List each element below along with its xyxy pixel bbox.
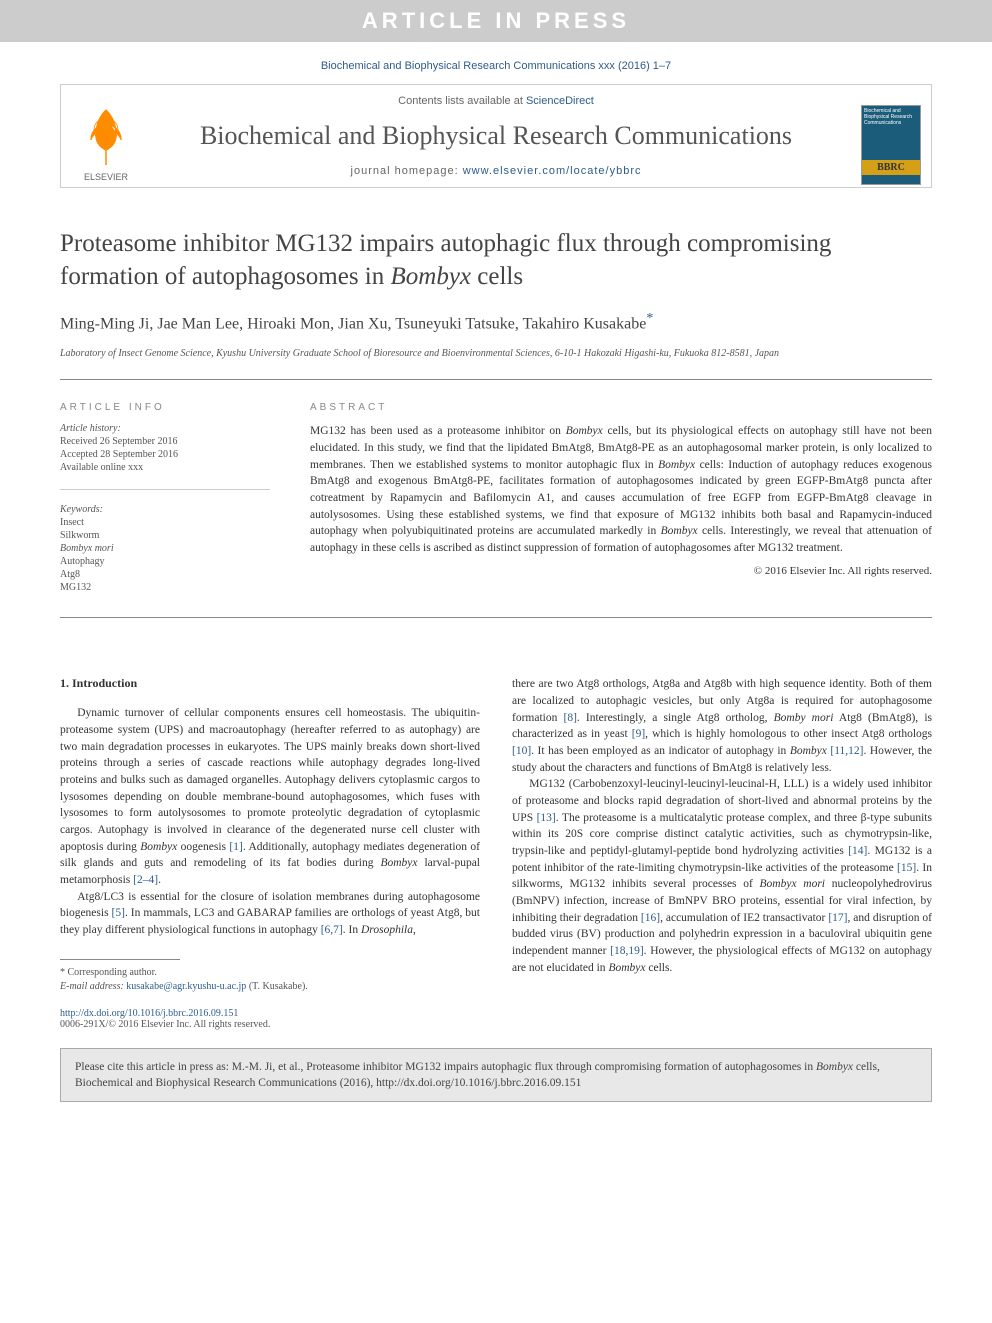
divider <box>60 617 932 618</box>
journal-reference: Biochemical and Biophysical Research Com… <box>0 42 992 84</box>
affiliation: Laboratory of Insect Genome Science, Kyu… <box>60 347 932 371</box>
citation-box: Please cite this article in press as: M.… <box>60 1048 932 1102</box>
article-info-sidebar: ARTICLE INFO Article history: Received 2… <box>60 402 270 595</box>
accepted-date: Accepted 28 September 2016 <box>60 449 270 462</box>
received-date: Received 26 September 2016 <box>60 436 270 449</box>
introduction-heading: 1. Introduction <box>60 676 480 705</box>
elsevier-logo: ELSEVIER <box>71 105 141 185</box>
body-text: Dynamic turnover of cellular components … <box>60 705 480 938</box>
corresponding-author-footnote: * Corresponding author. E-mail address: … <box>60 966 480 994</box>
article-in-press-banner: ARTICLE IN PRESS <box>0 0 992 42</box>
divider <box>60 379 932 380</box>
abstract-copyright: © 2016 Elsevier Inc. All rights reserved… <box>310 557 932 577</box>
journal-name: Biochemical and Biophysical Research Com… <box>61 107 931 165</box>
abstract-text: MG132 has been used as a proteasome inhi… <box>310 423 932 556</box>
keyword: Silkworm <box>60 530 270 543</box>
online-date: Available online xxx <box>60 462 270 475</box>
abstract-section: ABSTRACT MG132 has been used as a protea… <box>310 402 932 595</box>
keyword: Atg8 <box>60 569 270 582</box>
journal-cover-thumbnail: Biochemical and Biophysical Research Com… <box>861 105 921 185</box>
footnote-separator <box>60 959 180 960</box>
keyword: MG132 <box>60 582 270 595</box>
keyword: Insect <box>60 517 270 530</box>
contents-list-line: Contents lists available at ScienceDirec… <box>61 95 931 107</box>
article-history-label: Article history: <box>60 423 270 436</box>
sciencedirect-link[interactable]: ScienceDirect <box>526 95 594 107</box>
keywords-label: Keywords: <box>60 504 270 517</box>
right-column: there are two Atg8 orthologs, Atg8a and … <box>512 676 932 1029</box>
body-columns: 1. Introduction Dynamic turnover of cell… <box>60 626 932 1029</box>
authors-list: Ming-Ming Ji, Jae Man Lee, Hiroaki Mon, … <box>60 311 932 347</box>
journal-header-box: ELSEVIER Biochemical and Biophysical Res… <box>60 84 932 188</box>
journal-homepage-line: journal homepage: www.elsevier.com/locat… <box>61 165 931 177</box>
keyword: Autophagy <box>60 556 270 569</box>
journal-homepage-link[interactable]: www.elsevier.com/locate/ybbrc <box>463 165 642 177</box>
doi-link[interactable]: http://dx.doi.org/10.1016/j.bbrc.2016.09… <box>60 1008 238 1019</box>
article-title: Proteasome inhibitor MG132 impairs autop… <box>60 188 932 311</box>
keyword: Bombyx mori <box>60 543 270 556</box>
email-link[interactable]: kusakabe@agr.kyushu-u.ac.jp <box>126 981 246 992</box>
body-text: there are two Atg8 orthologs, Atg8a and … <box>512 676 932 976</box>
article-info-heading: ARTICLE INFO <box>60 402 270 423</box>
left-column: 1. Introduction Dynamic turnover of cell… <box>60 676 480 1029</box>
abstract-heading: ABSTRACT <box>310 402 932 423</box>
issn-copyright: 0006-291X/© 2016 Elsevier Inc. All right… <box>60 1019 480 1030</box>
svg-text:ELSEVIER: ELSEVIER <box>84 172 129 182</box>
doi-block: http://dx.doi.org/10.1016/j.bbrc.2016.09… <box>60 994 480 1030</box>
